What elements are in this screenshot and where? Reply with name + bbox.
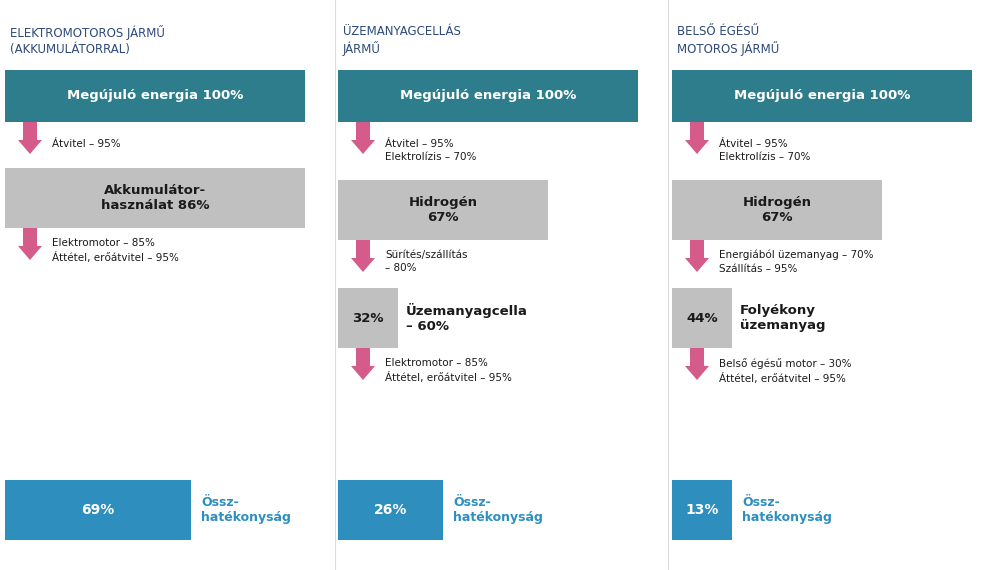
- FancyBboxPatch shape: [690, 240, 704, 258]
- Text: Elektromotor – 85%
Áttétel, erőátvitel – 95%: Elektromotor – 85% Áttétel, erőátvitel –…: [385, 358, 512, 382]
- FancyBboxPatch shape: [356, 240, 370, 258]
- FancyBboxPatch shape: [5, 70, 305, 122]
- Text: Átvitel – 95%
Elektrolízis – 70%: Átvitel – 95% Elektrolízis – 70%: [385, 139, 476, 162]
- Text: Folyékony
üzemanyag: Folyékony üzemanyag: [740, 304, 826, 332]
- Polygon shape: [18, 246, 42, 260]
- Text: Megújuló energia 100%: Megújuló energia 100%: [734, 89, 910, 103]
- Text: Megújuló energia 100%: Megújuló energia 100%: [400, 89, 576, 103]
- Text: Hidrogén
67%: Hidrogén 67%: [409, 196, 478, 224]
- FancyBboxPatch shape: [672, 288, 732, 348]
- Polygon shape: [685, 140, 709, 154]
- Text: 32%: 32%: [352, 311, 384, 324]
- Text: Átvitel – 95%
Elektrolízis – 70%: Átvitel – 95% Elektrolízis – 70%: [719, 139, 810, 162]
- Text: Átvitel – 95%: Átvitel – 95%: [52, 139, 121, 149]
- Text: Akkumulátor-
használat 86%: Akkumulátor- használat 86%: [101, 184, 209, 212]
- Polygon shape: [685, 366, 709, 380]
- Text: Össz-
hatékonyság: Össz- hatékonyság: [742, 496, 832, 524]
- FancyBboxPatch shape: [690, 348, 704, 366]
- Polygon shape: [351, 258, 375, 272]
- Text: Össz-
hatékonyság: Össz- hatékonyság: [201, 496, 291, 524]
- FancyBboxPatch shape: [338, 288, 398, 348]
- FancyBboxPatch shape: [5, 168, 305, 228]
- FancyBboxPatch shape: [5, 480, 191, 540]
- Text: Belső égésű motor – 30%
Áttétel, erőátvitel – 95%: Belső égésű motor – 30% Áttétel, erőátvi…: [719, 358, 852, 384]
- FancyBboxPatch shape: [338, 480, 443, 540]
- Text: Üzemanyagcella
– 60%: Üzemanyagcella – 60%: [406, 303, 528, 333]
- FancyBboxPatch shape: [338, 70, 638, 122]
- FancyBboxPatch shape: [672, 180, 882, 240]
- FancyBboxPatch shape: [23, 228, 37, 246]
- Text: ELEKTROMOTOROS JÁRMŰ
(AKKUMULÁTORRAL): ELEKTROMOTOROS JÁRMŰ (AKKUMULÁTORRAL): [10, 25, 165, 56]
- FancyBboxPatch shape: [690, 122, 704, 140]
- Text: BELSŐ ÉGÉSŰ
MOTOROS JÁRMŰ: BELSŐ ÉGÉSŰ MOTOROS JÁRMŰ: [677, 25, 779, 56]
- Text: ÜZEMANYAGCELLÁS
JÁRMŰ: ÜZEMANYAGCELLÁS JÁRMŰ: [343, 25, 461, 56]
- FancyBboxPatch shape: [672, 70, 972, 122]
- FancyBboxPatch shape: [356, 348, 370, 366]
- Polygon shape: [685, 258, 709, 272]
- Text: Elektromotor – 85%
Áttétel, erőátvitel – 95%: Elektromotor – 85% Áttétel, erőátvitel –…: [52, 238, 179, 263]
- Text: 69%: 69%: [81, 503, 115, 517]
- Polygon shape: [18, 140, 42, 154]
- Text: Hidrogén
67%: Hidrogén 67%: [742, 196, 812, 224]
- FancyBboxPatch shape: [356, 122, 370, 140]
- FancyBboxPatch shape: [672, 480, 732, 540]
- FancyBboxPatch shape: [23, 122, 37, 140]
- Text: 26%: 26%: [374, 503, 407, 517]
- Text: 13%: 13%: [685, 503, 719, 517]
- Text: Össz-
hatékonyság: Össz- hatékonyság: [453, 496, 543, 524]
- Polygon shape: [351, 366, 375, 380]
- Text: Sürítés/szállítás
– 80%: Sürítés/szállítás – 80%: [385, 250, 468, 273]
- Polygon shape: [351, 140, 375, 154]
- Text: 44%: 44%: [686, 311, 718, 324]
- Text: Energiából üzemanyag – 70%
Szállítás – 95%: Energiából üzemanyag – 70% Szállítás – 9…: [719, 250, 874, 274]
- Text: Megújuló energia 100%: Megújuló energia 100%: [67, 89, 243, 103]
- FancyBboxPatch shape: [338, 180, 548, 240]
